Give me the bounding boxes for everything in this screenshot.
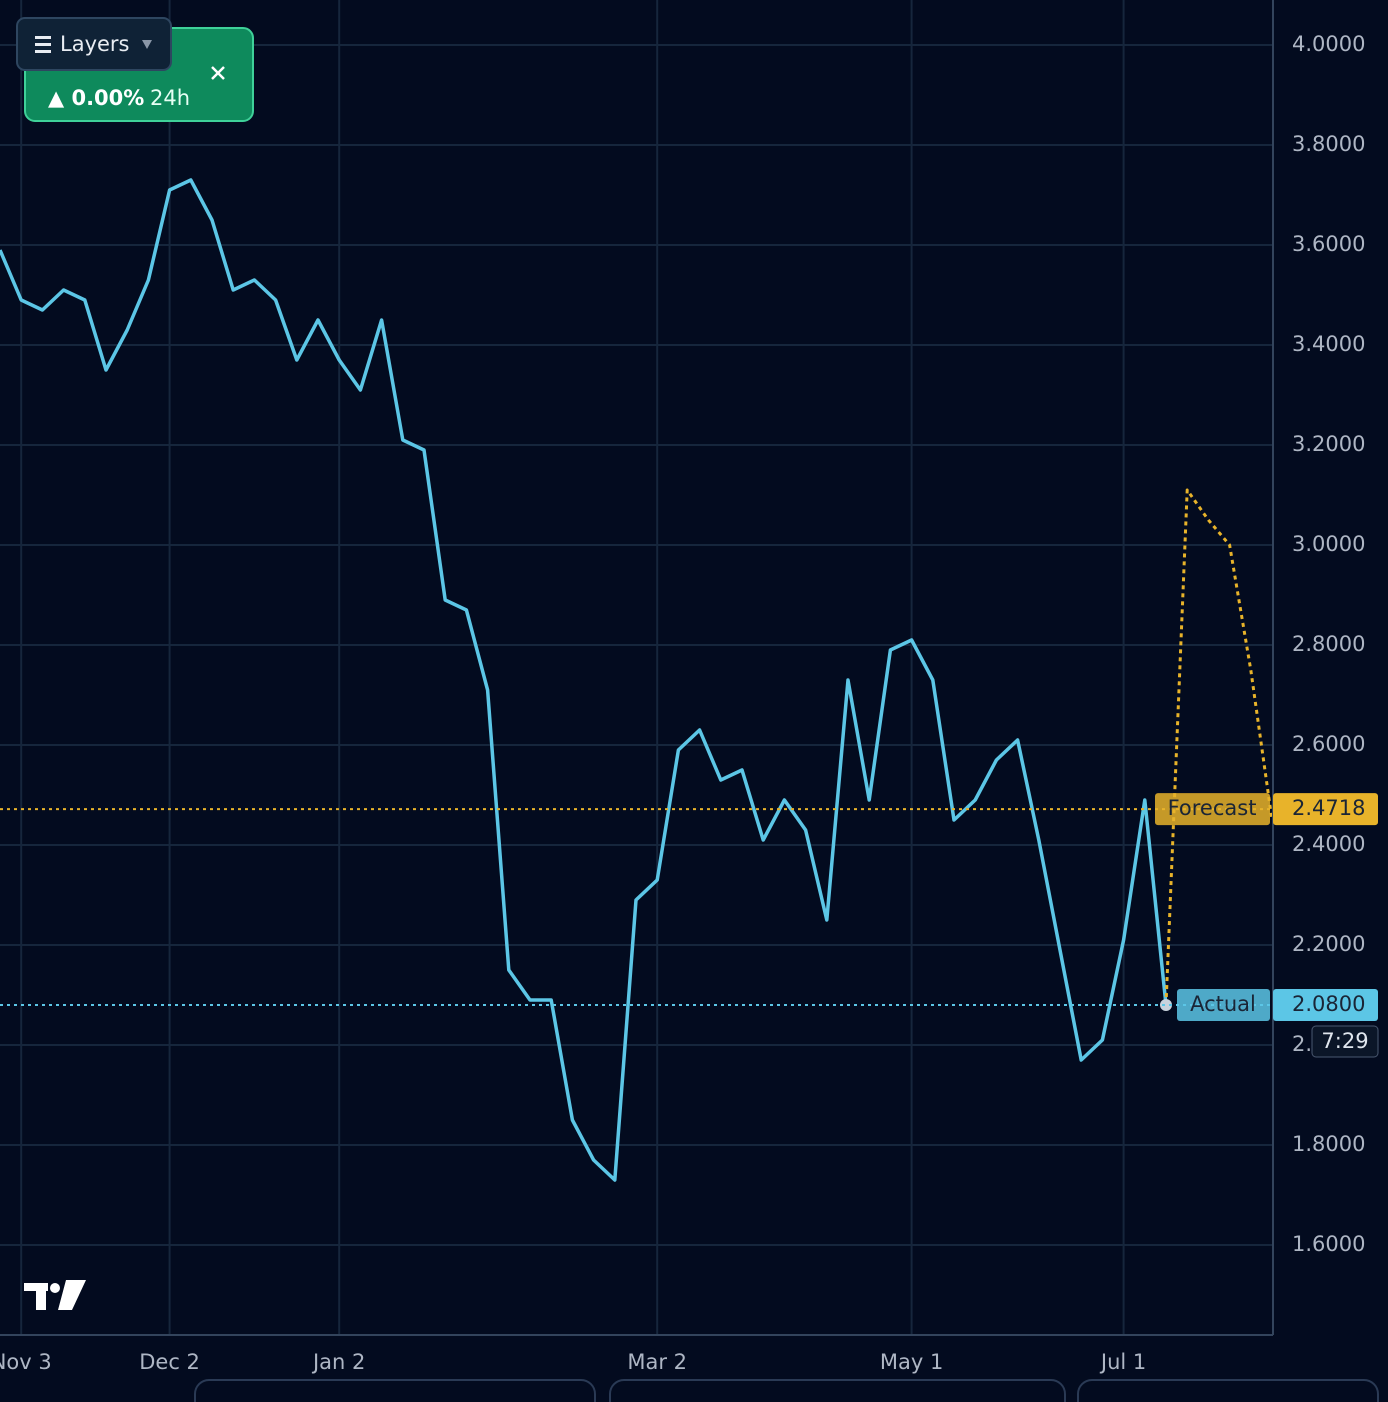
y-tick-label: 2.2000 [1292, 932, 1365, 956]
series-line [1164, 488, 1274, 1006]
y-tick-label: 3.4000 [1292, 332, 1365, 356]
x-tick-label: Nov 3 [0, 1350, 52, 1374]
y-tick-label: 3.0000 [1292, 532, 1365, 556]
layers-button[interactable]: Layers [16, 17, 172, 71]
marker-name: Actual [1190, 992, 1256, 1016]
axes: 1.60001.80002.00002.20002.40002.60002.80… [0, 32, 1378, 1374]
y-tick-label: 2.4000 [1292, 832, 1365, 856]
y-tick-label: 3.8000 [1292, 132, 1365, 156]
y-tick-label: 3.6000 [1292, 232, 1365, 256]
marker-name-badge [1177, 989, 1270, 1021]
y-tick-label: 4.0000 [1292, 32, 1365, 56]
last-point [1160, 999, 1172, 1011]
y-tick-label: 2.6000 [1292, 732, 1365, 756]
tv-logo [24, 1280, 86, 1310]
y-tick-label: 2.8000 [1292, 632, 1365, 656]
marker-value: 2.4718 [1292, 796, 1365, 820]
marker-name: Forecast [1168, 796, 1257, 820]
countdown: 7:29 [1311, 1025, 1379, 1058]
marker-name-badge [1155, 793, 1270, 826]
marker-value-badge [1273, 989, 1378, 1021]
y-tick-label: 3.2000 [1292, 432, 1365, 456]
grid [0, 0, 1272, 1335]
x-tick-label: Jan 2 [311, 1350, 365, 1374]
x-tick-label: Dec 2 [139, 1350, 200, 1374]
x-tick-label: May 1 [880, 1350, 943, 1374]
x-tick-label: Mar 2 [627, 1350, 687, 1374]
period-label: 24h [150, 86, 190, 110]
close-button[interactable] [211, 66, 225, 80]
y-tick-label: 1.6000 [1292, 1232, 1365, 1256]
countdown-label: 7:29 [1321, 1029, 1368, 1053]
layers-label: Layers [60, 32, 130, 56]
bottom-strip [194, 1379, 1379, 1402]
marker-value-badge [1273, 793, 1378, 826]
x-tick-label: Jul 1 [1099, 1350, 1146, 1374]
change-label: ▲ 0.00% [48, 86, 144, 110]
plot [0, 178, 1274, 1182]
marker-value: 2.0800 [1292, 992, 1365, 1016]
y-tick-label: 1.8000 [1292, 1132, 1365, 1156]
series-line [0, 178, 1168, 1182]
